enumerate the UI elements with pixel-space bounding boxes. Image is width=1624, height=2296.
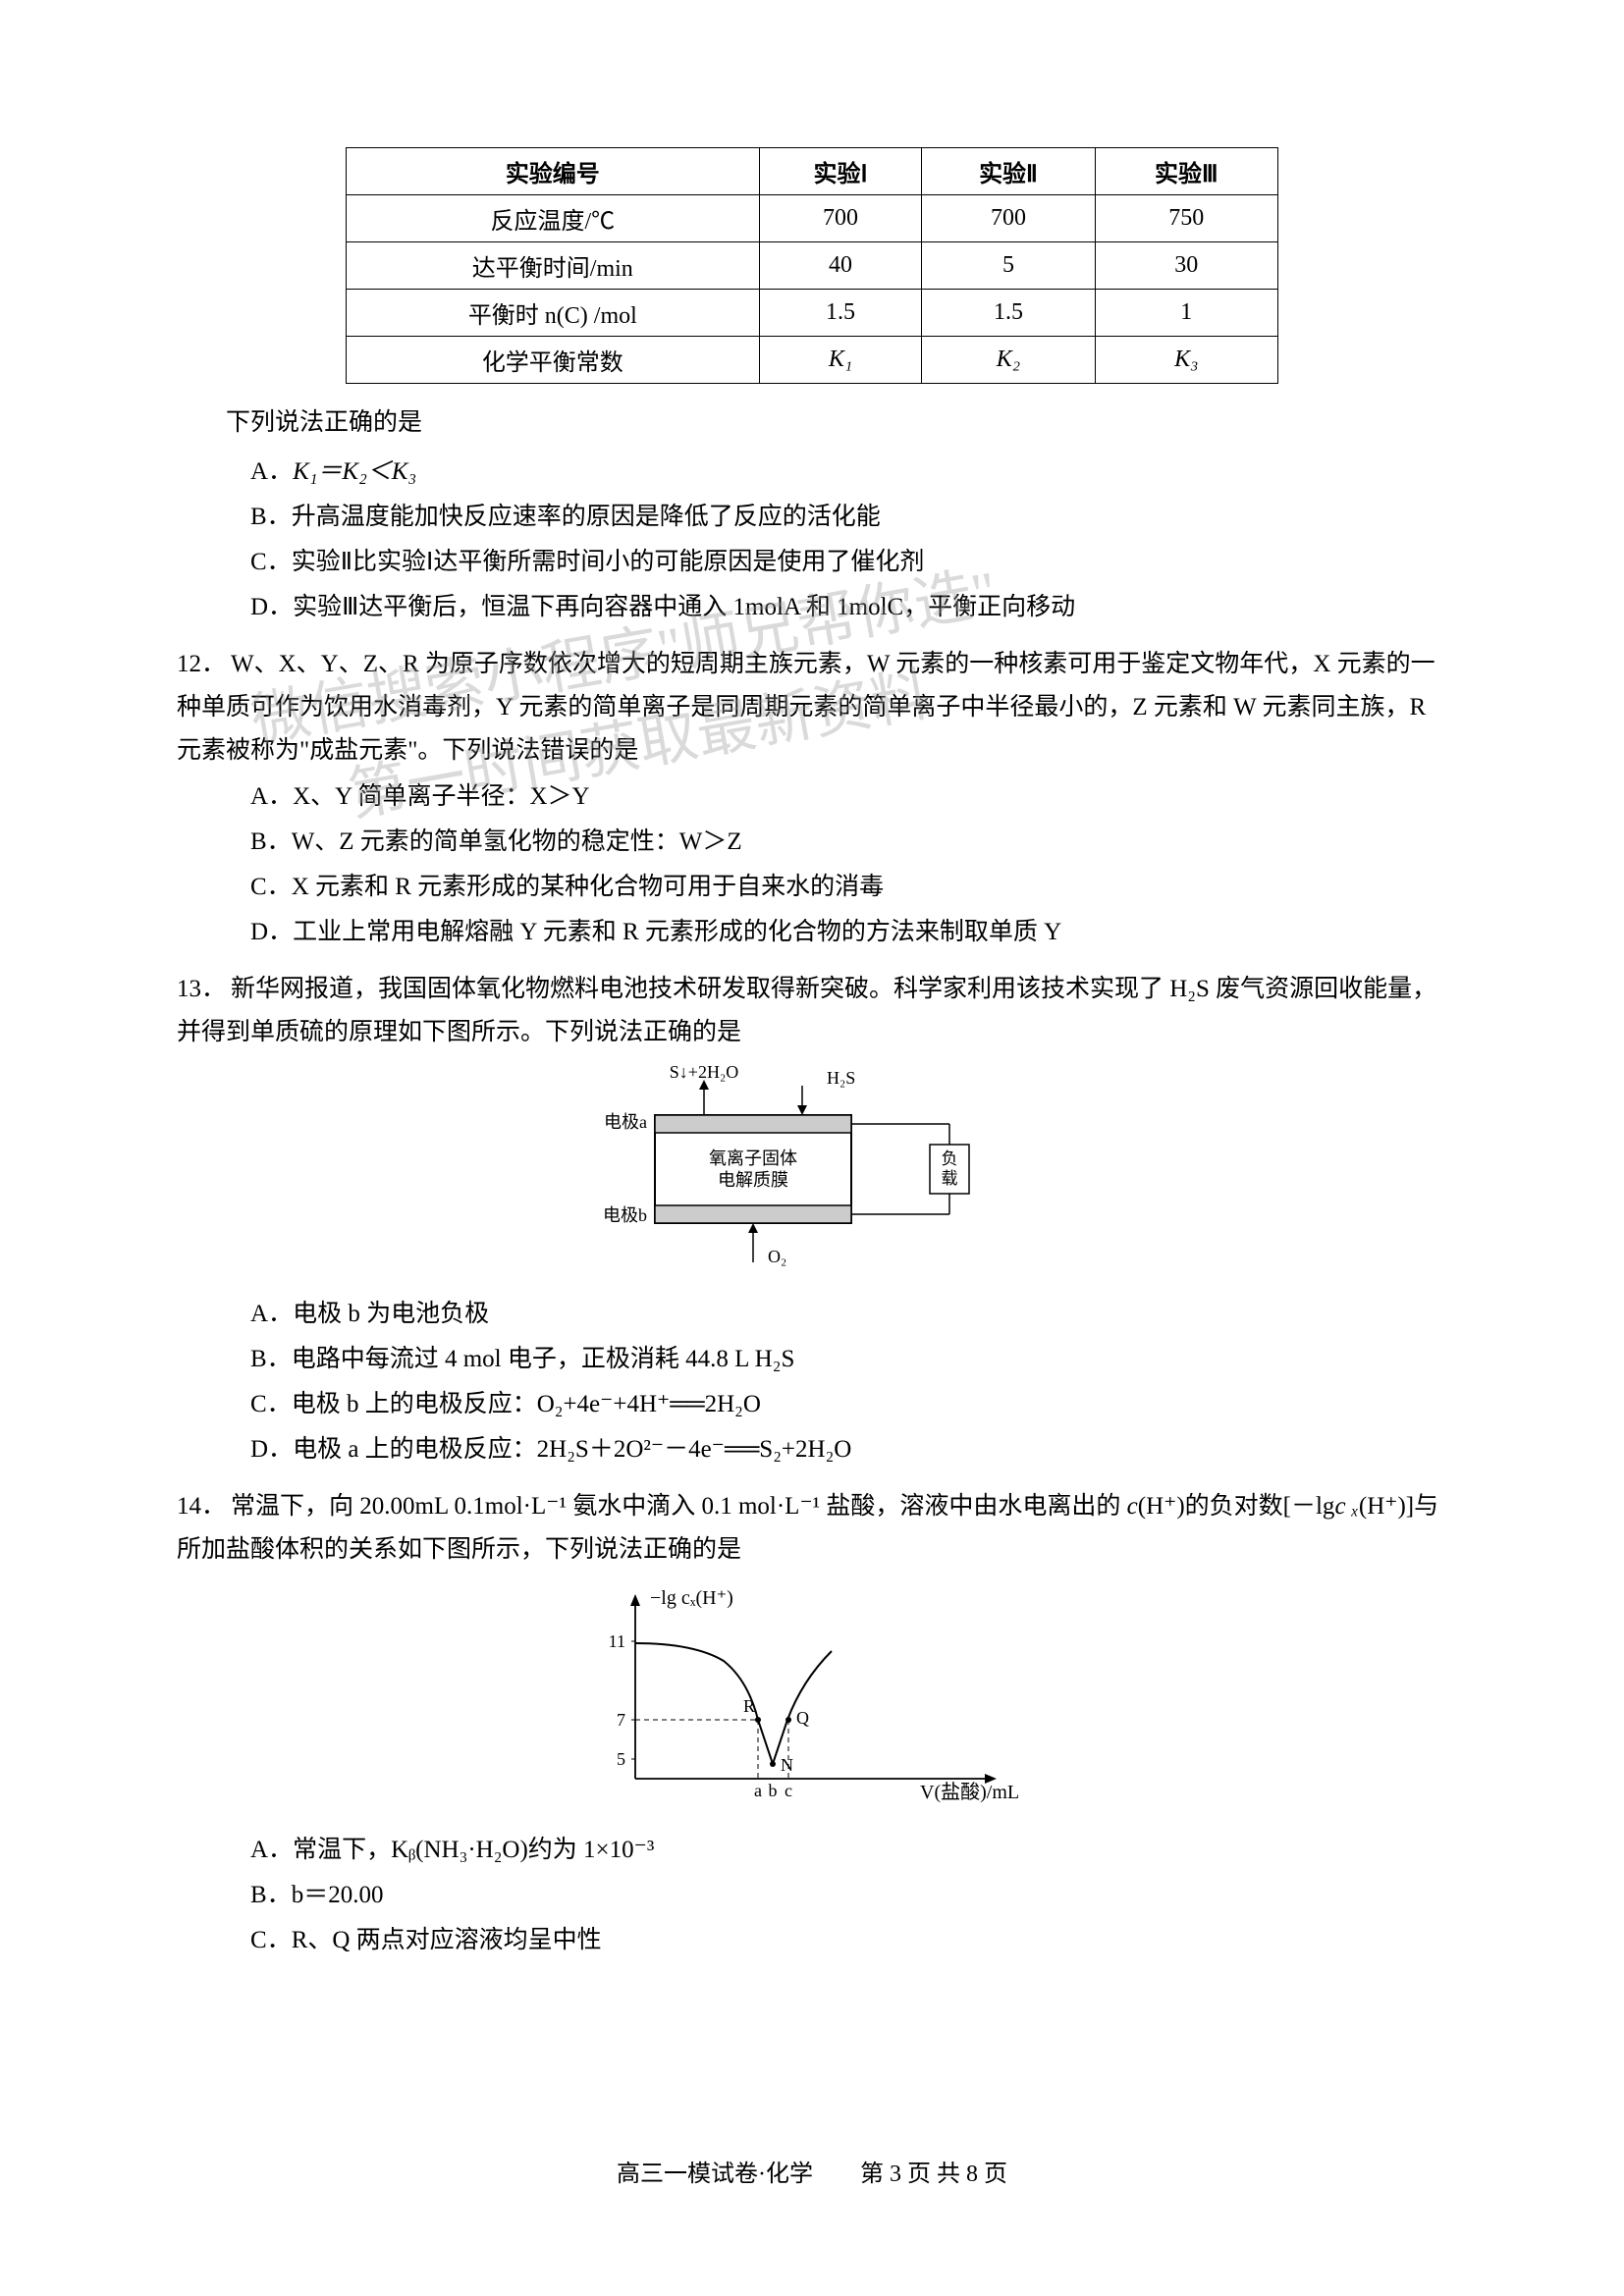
table-cell: 化学平衡常数 — [347, 337, 760, 384]
svg-text:电极b: 电极b — [603, 1205, 647, 1225]
question-number: 13． — [177, 968, 231, 1011]
page-footer: 高三一模试卷·化学 第 3 页 共 8 页 — [0, 2154, 1624, 2188]
table-header: 实验Ⅲ — [1095, 148, 1277, 195]
svg-text:R: R — [743, 1696, 755, 1716]
option-D: D．电极 a 上的电极反应：2H₂S＋2O²⁻－4e⁻══S₂+2H₂O — [226, 1430, 1447, 1469]
svg-text:O₂: O₂ — [768, 1247, 786, 1266]
question-body: W、X、Y、Z、R 为原子序数依次增大的短周期主族元素，W 元素的一种核素可用于… — [177, 651, 1435, 764]
table-cell: 1 — [1095, 290, 1277, 337]
svg-text:Q: Q — [796, 1708, 809, 1728]
svg-text:H₂S: H₂S — [827, 1068, 855, 1088]
experiment-table: 实验编号 实验Ⅰ 实验Ⅱ 实验Ⅲ 反应温度/℃ 700 700 750 达平衡时… — [346, 147, 1278, 384]
question-body: 常温下，向 20.00mL 0.1mol·L⁻¹ 氨水中滴入 0.1 mol·L… — [177, 1493, 1438, 1563]
table-cell: 700 — [922, 195, 1095, 242]
table-cell: 750 — [1095, 195, 1277, 242]
table-cell: 1.5 — [922, 290, 1095, 337]
table-header: 实验Ⅱ — [922, 148, 1095, 195]
table-cell: 反应温度/℃ — [347, 195, 760, 242]
svg-text:V(盐酸)/mL: V(盐酸)/mL — [920, 1781, 1019, 1803]
option-B: B．升高温度能加快反应速率的原因是降低了反应的活化能 — [226, 498, 1447, 537]
table-row: 反应温度/℃ 700 700 750 — [347, 195, 1278, 242]
table-cell: 达平衡时间/min — [347, 242, 760, 290]
svg-text:−lg cₓ(H⁺): −lg cₓ(H⁺) — [650, 1587, 733, 1609]
table-header: 实验编号 — [347, 148, 760, 195]
svg-text:氧离子固体: 氧离子固体 — [709, 1148, 797, 1168]
option-A: A．常温下，Kᵦ(NH₃·H₂O)约为 1×10⁻³ — [226, 1831, 1447, 1870]
option-B: B．电路中每流过 4 mol 电子，正极消耗 44.8 L H₂S — [226, 1340, 1447, 1379]
question-13: 13．新华网报道，我国固体氧化物燃料电池技术研发取得新突破。科学家利用该技术实现… — [177, 968, 1447, 1054]
option-D: D．工业上常用电解熔融 Y 元素和 R 元素形成的化合物的方法来制取单质 Y — [226, 913, 1447, 952]
table-question-intro: 下列说法正确的是 — [177, 403, 1447, 443]
table-cell: K₃ — [1095, 337, 1277, 384]
svg-text:载: 载 — [942, 1169, 958, 1188]
svg-text:电解质膜: 电解质膜 — [718, 1170, 788, 1190]
table-row: 达平衡时间/min 40 5 30 — [347, 242, 1278, 290]
svg-text:S↓+2H₂O: S↓+2H₂O — [670, 1066, 738, 1082]
question-number: 14． — [177, 1485, 231, 1528]
table-cell: 平衡时 n(C) /mol — [347, 290, 760, 337]
table-cell: 30 — [1095, 242, 1277, 290]
svg-text:负: 负 — [942, 1149, 958, 1168]
table-cell: 1.5 — [759, 290, 922, 337]
option-C: C．实验Ⅱ比实验Ⅰ达平衡所需时间小的可能原因是使用了催化剂 — [226, 543, 1447, 582]
page-content: 实验编号 实验Ⅰ 实验Ⅱ 实验Ⅲ 反应温度/℃ 700 700 750 达平衡时… — [0, 0, 1624, 2064]
question-body: 新华网报道，我国固体氧化物燃料电池技术研发取得新突破。科学家利用该技术实现了 H… — [177, 976, 1436, 1045]
table-cell: K₂ — [922, 337, 1095, 384]
svg-text:电极a: 电极a — [604, 1112, 647, 1132]
option-C: C．R、Q 两点对应溶液均呈中性 — [226, 1921, 1447, 1960]
table-cell: 700 — [759, 195, 922, 242]
table-header: 实验Ⅰ — [759, 148, 922, 195]
option-B: B．W、Z 元素的简单氢化物的稳定性：W＞Z — [226, 823, 1447, 862]
svg-text:a: a — [754, 1781, 762, 1800]
svg-text:5: 5 — [617, 1749, 625, 1769]
option-C: C．X 元素和 R 元素形成的某种化合物可用于自来水的消毒 — [226, 868, 1447, 907]
option-A: A．X、Y 简单离子半径：X＞Y — [226, 777, 1447, 817]
table-cell: 5 — [922, 242, 1095, 290]
svg-text:c: c — [785, 1781, 792, 1800]
option-A: A．K₁＝K₂＜K₃ — [226, 453, 1447, 492]
svg-text:N: N — [781, 1755, 793, 1775]
svg-text:7: 7 — [617, 1710, 625, 1730]
question-number: 12． — [177, 643, 231, 686]
option-D: D．实验Ⅲ达平衡后，恒温下再向容器中通入 1molA 和 1molC，平衡正向移… — [226, 588, 1447, 627]
question-12: 12．W、X、Y、Z、R 为原子序数依次增大的短周期主族元素，W 元素的一种核素… — [177, 643, 1447, 772]
titration-graph: −lg cₓ(H⁺) V(盐酸)/mL 5 7 11 N R Q — [177, 1582, 1447, 1823]
table-row: 化学平衡常数 K₁ K₂ K₃ — [347, 337, 1278, 384]
option-C: C．电极 b 上的电极反应：O₂+4e⁻+4H⁺══2H₂O — [226, 1385, 1447, 1424]
option-A: A．电极 b 为电池负极 — [226, 1295, 1447, 1334]
option-B: B．b＝20.00 — [226, 1876, 1447, 1915]
table-cell: K₁ — [759, 337, 922, 384]
table-cell: 40 — [759, 242, 922, 290]
svg-text:b: b — [769, 1781, 778, 1800]
question-14: 14．常温下，向 20.00mL 0.1mol·L⁻¹ 氨水中滴入 0.1 mo… — [177, 1485, 1447, 1572]
table-row: 平衡时 n(C) /mol 1.5 1.5 1 — [347, 290, 1278, 337]
svg-text:11: 11 — [609, 1631, 625, 1651]
fuel-cell-diagram: 氧离子固体 电解质膜 电极a 电极b S↓+2H₂O H₂S O₂ 负 — [177, 1066, 1447, 1287]
